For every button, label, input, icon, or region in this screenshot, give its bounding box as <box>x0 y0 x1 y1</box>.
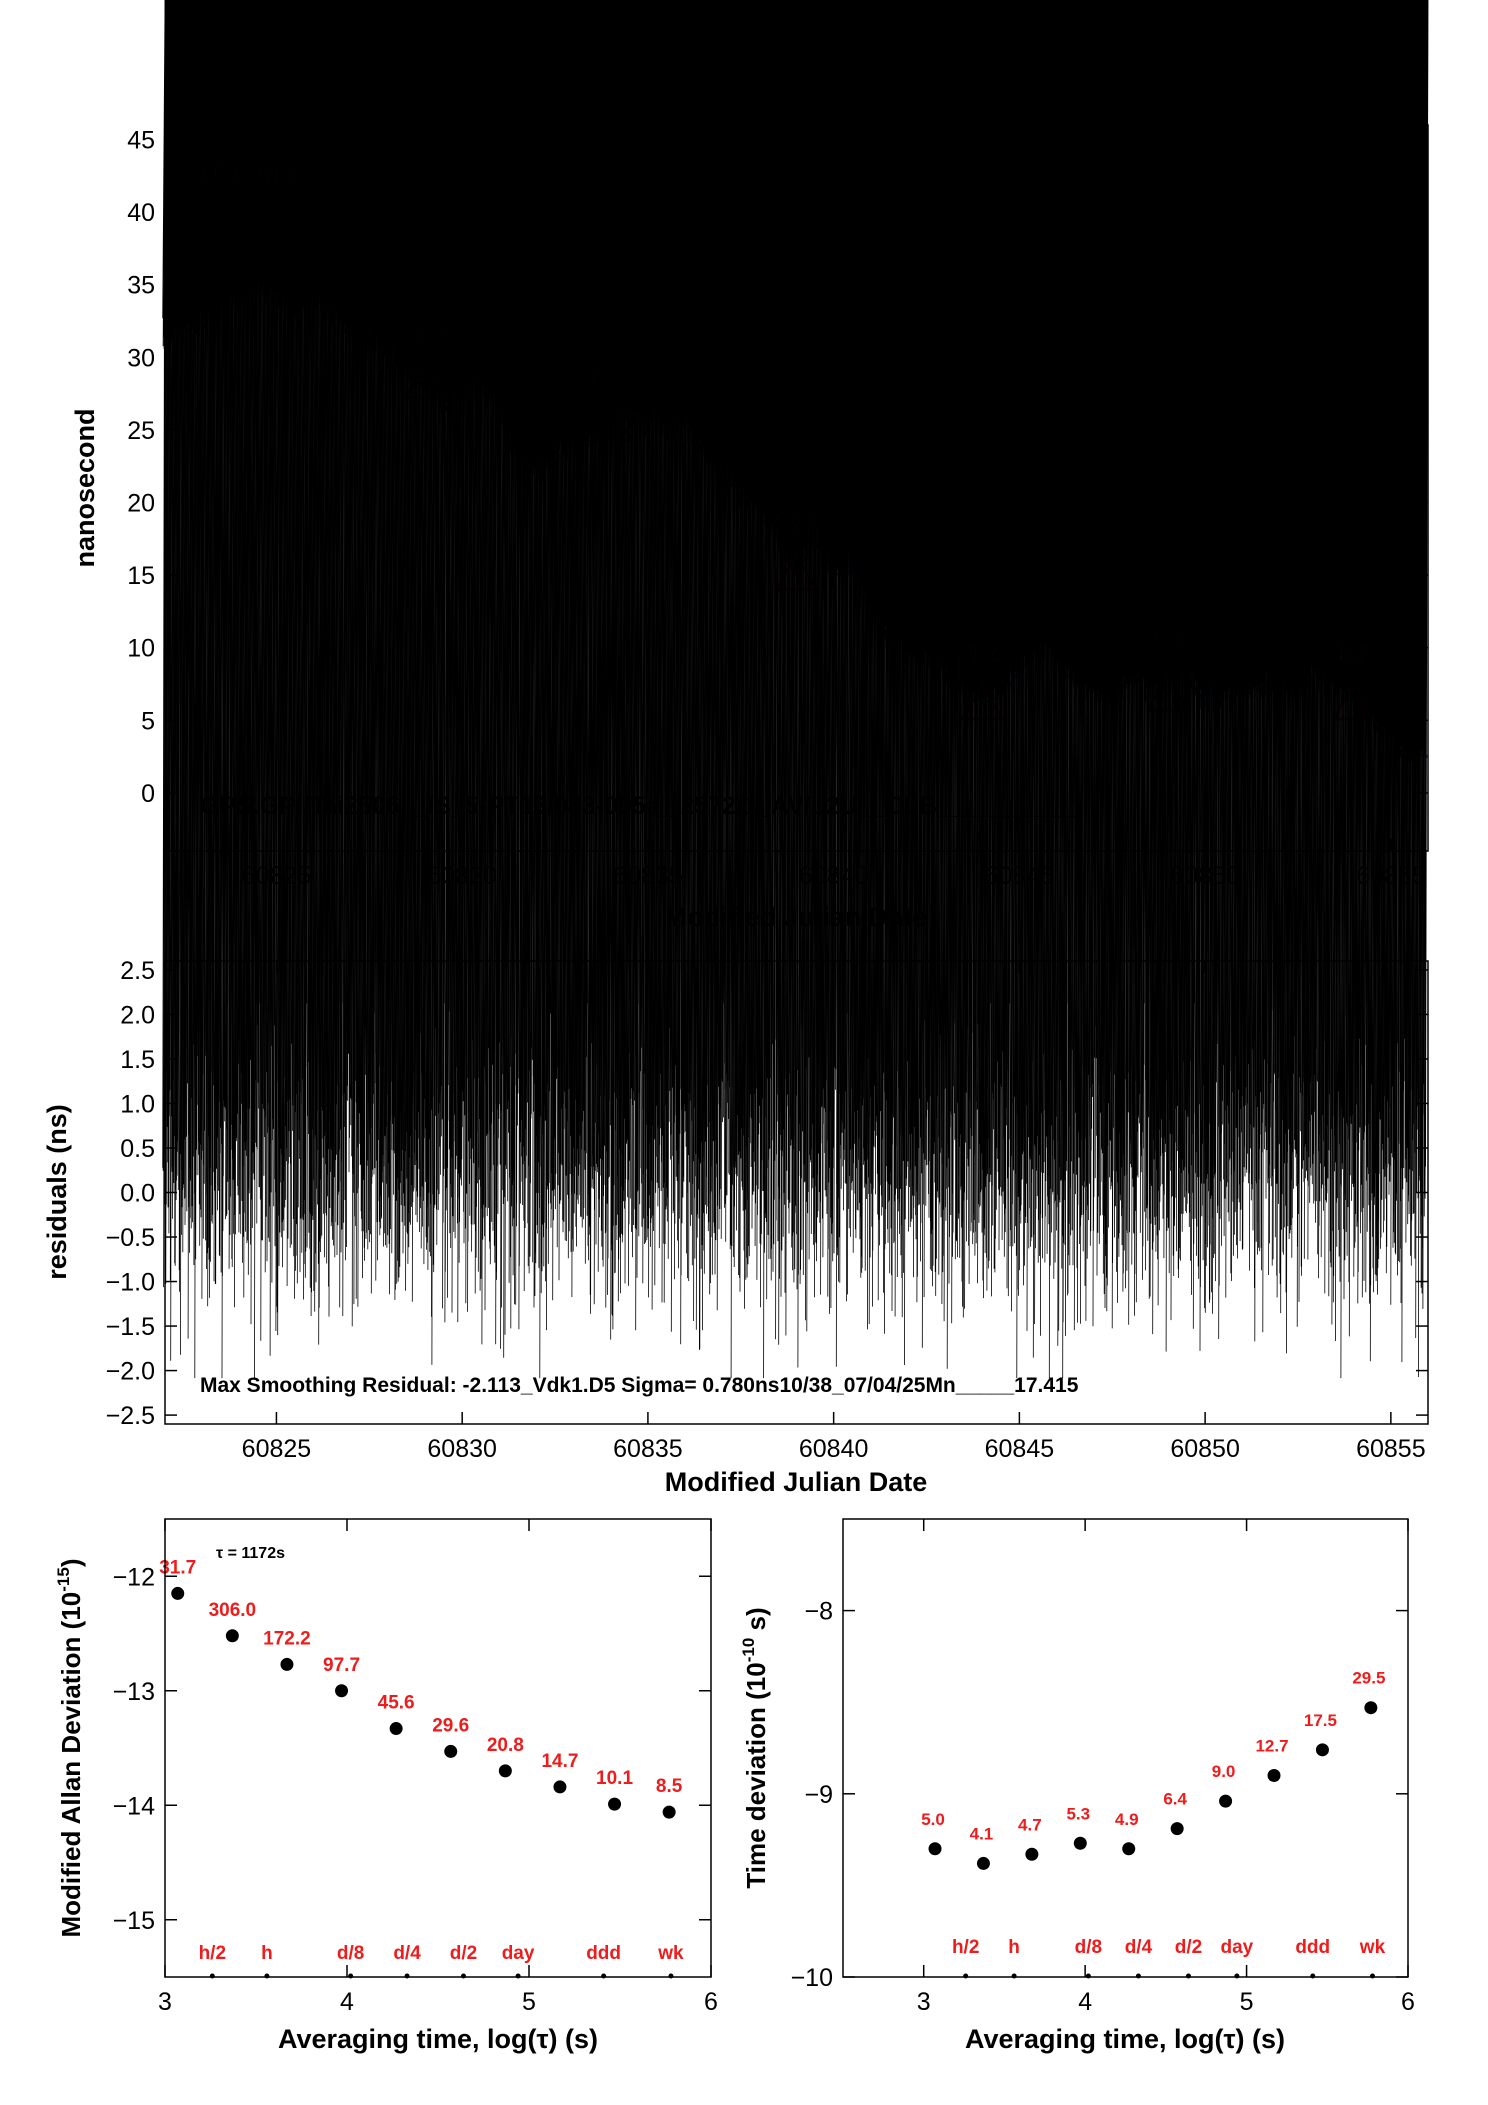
residuals-chart: 60825 60830 60835 60840 60845 60850 60855 −2.5… <box>42 0 1428 1497</box>
time-series-y-tick-label: 35 <box>127 272 155 300</box>
residual-points <box>163 0 1428 1380</box>
time-series-y-tick-label: 5 <box>141 707 155 735</box>
time-series-y-tick-label: 0 <box>141 780 155 808</box>
time-series-y-tick-label: 40 <box>127 199 155 227</box>
time-series-y-tick-label: 45 <box>127 127 155 155</box>
time-series-y-label: nanosecond <box>70 408 100 567</box>
time-series-y-tick-label: 25 <box>127 417 155 445</box>
time-series-y-tick-label: 15 <box>127 562 155 590</box>
time-series-y-tick-label: 20 <box>127 490 155 518</box>
time-series-y-tick-label: 10 <box>127 635 155 663</box>
time-series-y-tick-label: 30 <box>127 344 155 372</box>
